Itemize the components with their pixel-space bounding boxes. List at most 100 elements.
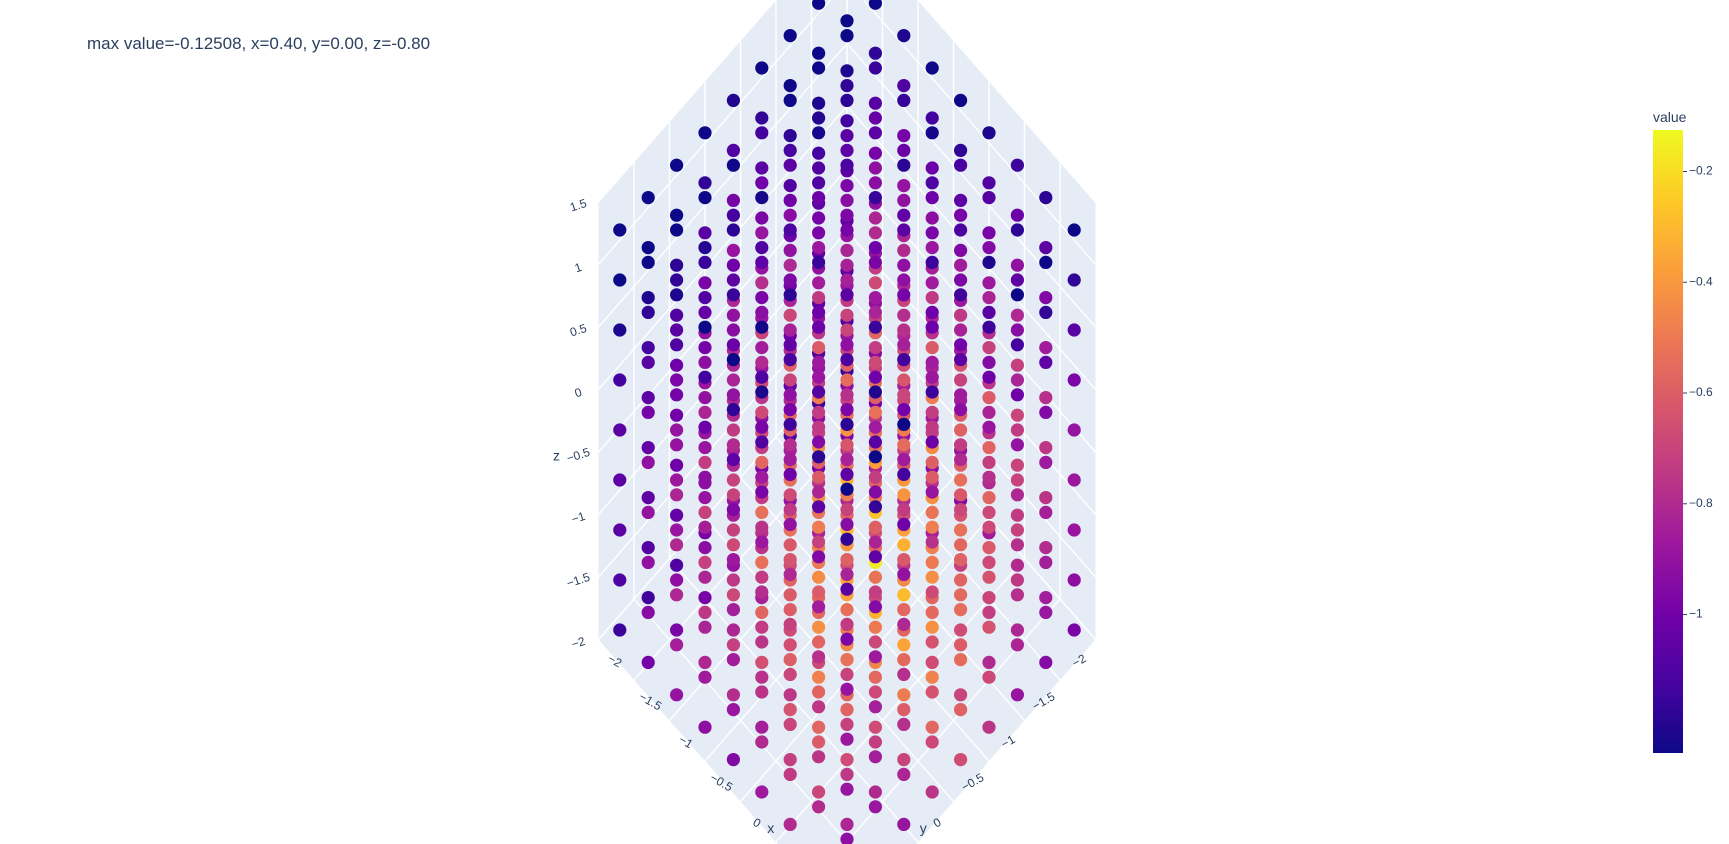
scatter-point[interactable] xyxy=(982,555,996,570)
scatter-point[interactable] xyxy=(925,370,939,384)
scatter-point[interactable] xyxy=(812,405,826,419)
scatter-point[interactable] xyxy=(755,435,769,449)
scatter-point[interactable] xyxy=(840,703,854,717)
scatter-point[interactable] xyxy=(1010,273,1024,287)
scatter-point[interactable] xyxy=(1010,488,1024,502)
scatter-point[interactable] xyxy=(755,255,769,269)
scatter-point[interactable] xyxy=(698,276,712,290)
scatter-point[interactable] xyxy=(868,61,883,75)
scatter-point[interactable] xyxy=(840,208,854,222)
scatter-point[interactable] xyxy=(925,291,939,305)
scatter-point[interactable] xyxy=(755,276,769,290)
scatter-point[interactable] xyxy=(783,79,797,93)
scatter-point[interactable] xyxy=(868,650,883,664)
scatter-point[interactable] xyxy=(840,338,854,352)
scatter-point[interactable] xyxy=(641,405,655,419)
scatter-point[interactable] xyxy=(755,61,769,75)
scatter-point[interactable] xyxy=(897,403,911,417)
scatter-point[interactable] xyxy=(670,308,684,322)
scatter-point[interactable] xyxy=(783,403,797,417)
scatter-point[interactable] xyxy=(925,485,939,499)
scatter-point[interactable] xyxy=(868,685,883,699)
scatter-point[interactable] xyxy=(925,405,939,419)
scatter-point[interactable] xyxy=(783,353,797,367)
scatter-point[interactable] xyxy=(840,617,854,632)
scatter-point[interactable] xyxy=(897,817,911,832)
scatter-point[interactable] xyxy=(755,520,769,534)
scatter-point[interactable] xyxy=(925,226,939,240)
scatter-point[interactable] xyxy=(812,735,826,749)
scatter-point[interactable] xyxy=(1010,308,1024,322)
scatter-point[interactable] xyxy=(783,538,797,552)
scatter-point[interactable] xyxy=(783,688,797,702)
scatter-point[interactable] xyxy=(1039,405,1053,419)
scatter-point[interactable] xyxy=(783,503,797,517)
scatter-point[interactable] xyxy=(641,355,655,369)
scatter-point[interactable] xyxy=(982,370,996,384)
scatter-point[interactable] xyxy=(726,93,741,107)
scatter-point[interactable] xyxy=(954,523,968,537)
scatter-point[interactable] xyxy=(670,288,684,302)
scatter-point[interactable] xyxy=(698,470,712,484)
scatter-point[interactable] xyxy=(982,241,996,255)
scatter-point[interactable] xyxy=(925,320,939,334)
scatter-point[interactable] xyxy=(897,258,911,272)
scatter-point[interactable] xyxy=(982,570,996,584)
scatter-point[interactable] xyxy=(726,438,741,452)
scatter-point[interactable] xyxy=(1010,458,1024,472)
scatter-point[interactable] xyxy=(897,467,911,481)
scatter-point[interactable] xyxy=(897,767,911,782)
scatter-point[interactable] xyxy=(755,370,769,384)
scatter-point[interactable] xyxy=(954,143,968,157)
scatter-point[interactable] xyxy=(755,605,769,620)
scatter-point[interactable] xyxy=(954,223,968,237)
scatter-point[interactable] xyxy=(897,338,911,352)
scatter-point[interactable] xyxy=(812,520,826,534)
scatter-point[interactable] xyxy=(698,670,712,684)
scatter-point[interactable] xyxy=(1039,341,1053,355)
scatter-point[interactable] xyxy=(840,753,854,767)
scatter-point[interactable] xyxy=(925,605,939,620)
scatter-point[interactable] xyxy=(1039,355,1053,369)
scatter-point[interactable] xyxy=(868,385,883,399)
scatter-point[interactable] xyxy=(670,623,684,637)
scatter-point[interactable] xyxy=(812,570,826,584)
scatter-point[interactable] xyxy=(670,458,684,472)
scatter-point[interactable] xyxy=(1010,623,1024,637)
scatter-point[interactable] xyxy=(840,243,854,257)
scatter-point[interactable] xyxy=(840,717,854,732)
scatter-point[interactable] xyxy=(925,435,939,449)
scatter-point[interactable] xyxy=(868,46,883,60)
scatter-point[interactable] xyxy=(755,420,769,434)
scatter-point[interactable] xyxy=(726,573,741,587)
scatter-point[interactable] xyxy=(641,441,655,455)
scatter-point[interactable] xyxy=(925,535,939,549)
scatter-point[interactable] xyxy=(1039,541,1053,555)
scatter-point[interactable] xyxy=(783,273,797,287)
scatter-point[interactable] xyxy=(897,28,911,43)
scatter-point[interactable] xyxy=(925,570,939,584)
scatter-point[interactable] xyxy=(897,653,911,667)
scatter-point[interactable] xyxy=(698,491,712,505)
scatter-point[interactable] xyxy=(954,193,968,207)
scatter-point[interactable] xyxy=(698,391,712,405)
scatter-point[interactable] xyxy=(1010,523,1024,537)
scatter-point[interactable] xyxy=(840,403,854,417)
scatter-point[interactable] xyxy=(783,243,797,257)
scatter-point[interactable] xyxy=(670,208,684,222)
scatter-point[interactable] xyxy=(954,93,968,107)
scatter-point[interactable] xyxy=(698,505,712,519)
scatter-point[interactable] xyxy=(840,258,854,272)
scatter-point[interactable] xyxy=(812,370,826,384)
scatter-point[interactable] xyxy=(925,620,939,634)
scatter-point[interactable] xyxy=(812,785,826,799)
scatter-point[interactable] xyxy=(726,488,741,502)
scatter-point[interactable] xyxy=(783,717,797,732)
scatter-point[interactable] xyxy=(783,703,797,717)
scatter-point[interactable] xyxy=(1010,258,1024,272)
scatter-point[interactable] xyxy=(783,588,797,602)
scatter-point[interactable] xyxy=(868,276,883,290)
scatter-point[interactable] xyxy=(698,720,712,734)
scatter-point[interactable] xyxy=(897,753,911,767)
scatter-point[interactable] xyxy=(840,193,854,207)
